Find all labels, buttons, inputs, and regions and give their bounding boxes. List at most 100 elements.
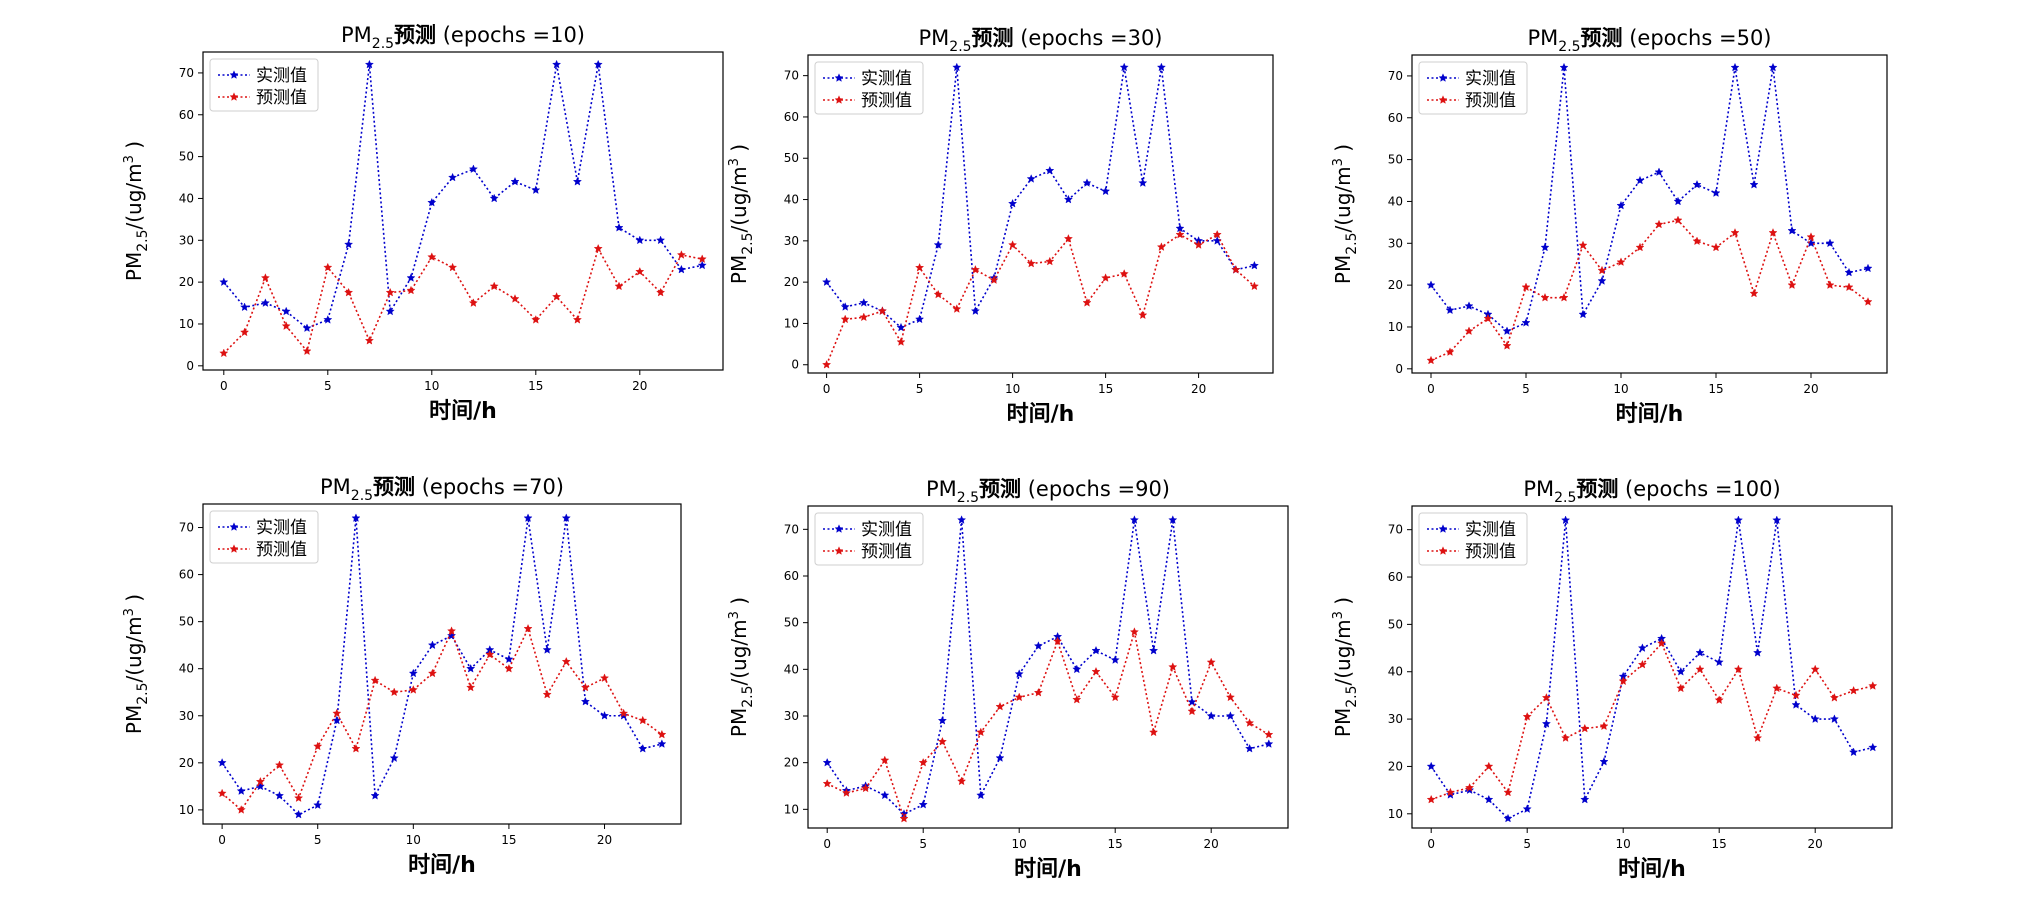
data-point-actual	[1168, 515, 1178, 524]
data-point-actual	[1692, 179, 1702, 189]
x-tick-label: 0	[218, 833, 226, 847]
x-tick-label: 0	[823, 837, 831, 851]
data-point-predicted	[1264, 729, 1274, 739]
data-point-predicted	[332, 708, 342, 718]
y-tick-label: 50	[179, 615, 194, 629]
data-point-actual	[1844, 267, 1854, 277]
data-point-predicted	[344, 287, 354, 297]
data-point-predicted	[635, 266, 645, 276]
y-label-pm: PM	[727, 255, 751, 284]
legend-box	[209, 510, 319, 564]
data-point-predicted	[1844, 282, 1854, 292]
data-point-actual	[1264, 739, 1274, 748]
data-point-predicted	[240, 327, 250, 337]
data-point-actual	[323, 315, 333, 324]
legend-marker-predicted	[229, 544, 239, 553]
data-point-predicted	[1578, 240, 1588, 250]
series-line-predicted	[221, 626, 663, 812]
y-tick-label: 30	[1388, 236, 1403, 250]
data-point-predicted	[1008, 240, 1018, 249]
data-point-actual	[656, 235, 666, 245]
data-point-actual	[561, 513, 571, 522]
data-point-predicted	[1033, 687, 1043, 697]
x-tick-label: 10	[424, 379, 439, 393]
legend-marker-predicted	[1438, 95, 1448, 104]
legend-box	[1418, 512, 1528, 566]
y-label-subscript: 2.5	[1344, 686, 1360, 708]
chart-title-epochs: (epochs =30)	[1014, 26, 1163, 50]
data-point-predicted	[466, 682, 476, 692]
x-tick-label: 15	[501, 833, 516, 847]
data-point-predicted	[593, 243, 603, 253]
data-point-predicted	[1464, 326, 1474, 335]
data-point-predicted	[1445, 787, 1455, 797]
legend-label-predicted: 预测值	[1465, 91, 1516, 111]
y-axis-label: PM2.5/(ug/m3 )	[122, 141, 151, 281]
y-tick-label: 10	[179, 317, 194, 331]
data-point-predicted	[933, 289, 943, 299]
legend-marker-predicted	[229, 92, 239, 101]
y-tick-label: 50	[1388, 153, 1403, 167]
data-point-predicted	[1637, 659, 1647, 669]
data-point-predicted	[896, 337, 906, 346]
y-label-superscript: 3	[1331, 158, 1346, 166]
data-point-actual	[531, 185, 541, 194]
legend-marker-actual	[229, 70, 239, 79]
legend-label-predicted: 预测值	[256, 88, 307, 108]
data-point-actual	[635, 235, 645, 245]
data-point-actual	[1245, 743, 1255, 753]
legend-label-predicted: 预测值	[861, 542, 912, 562]
legend-marker-predicted	[834, 546, 844, 555]
y-tick-label: 30	[784, 709, 799, 723]
chart-title-main: 预测	[979, 477, 1021, 501]
data-point-actual	[572, 176, 582, 186]
y-label-unit: /(ug/m	[727, 619, 751, 685]
data-point-actual	[1206, 711, 1216, 720]
data-point-actual	[859, 298, 869, 307]
y-label-close: )	[122, 594, 146, 608]
chart-panel-epochs-70: PM2.5预测 (epochs =70)0 5 10 15 20102030405060…	[122, 475, 682, 878]
data-point-predicted	[1465, 783, 1475, 792]
data-point-actual	[880, 790, 890, 800]
data-point-predicted	[313, 741, 323, 751]
data-point-actual	[1026, 174, 1036, 183]
data-point-actual	[970, 306, 980, 315]
data-point-predicted	[1063, 234, 1073, 243]
data-point-predicted	[1225, 692, 1235, 702]
data-point-predicted	[1522, 711, 1532, 721]
data-point-actual	[1597, 276, 1607, 285]
data-point-actual	[1119, 62, 1129, 72]
x-tick-label: 15	[1098, 382, 1113, 396]
data-point-predicted	[1749, 288, 1759, 298]
y-tick-label: 20	[179, 275, 194, 289]
data-point-predicted	[915, 262, 925, 272]
data-point-actual	[918, 799, 928, 809]
data-point-predicted	[1502, 341, 1512, 350]
y-tick-label: 0	[791, 358, 799, 372]
data-point-predicted	[580, 682, 590, 692]
data-point-predicted	[1426, 794, 1436, 804]
data-point-predicted	[1806, 232, 1816, 241]
y-tick-label: 70	[1388, 69, 1403, 83]
y-label-close: )	[1331, 597, 1355, 611]
data-point-actual	[593, 59, 603, 69]
data-point-predicted	[840, 314, 850, 324]
y-tick-label: 60	[1388, 111, 1403, 125]
data-point-actual	[1849, 747, 1859, 757]
data-point-actual	[313, 800, 323, 809]
data-point-predicted	[1119, 269, 1129, 278]
series-line-predicted	[1430, 641, 1873, 801]
data-point-actual	[1521, 318, 1531, 327]
data-point-actual	[976, 790, 986, 800]
data-point-actual	[1091, 645, 1101, 655]
y-tick-label: 10	[1388, 320, 1403, 334]
y-tick-label: 30	[179, 233, 194, 247]
data-point-actual	[448, 172, 458, 182]
chart-title-epochs: (epochs =70)	[415, 475, 564, 499]
data-point-predicted	[1045, 256, 1055, 266]
data-point-predicted	[995, 701, 1005, 711]
data-point-actual	[1008, 198, 1018, 208]
x-tick-label: 15	[1108, 837, 1123, 851]
y-tick-label: 20	[179, 756, 194, 770]
data-point-predicted	[1426, 355, 1436, 365]
